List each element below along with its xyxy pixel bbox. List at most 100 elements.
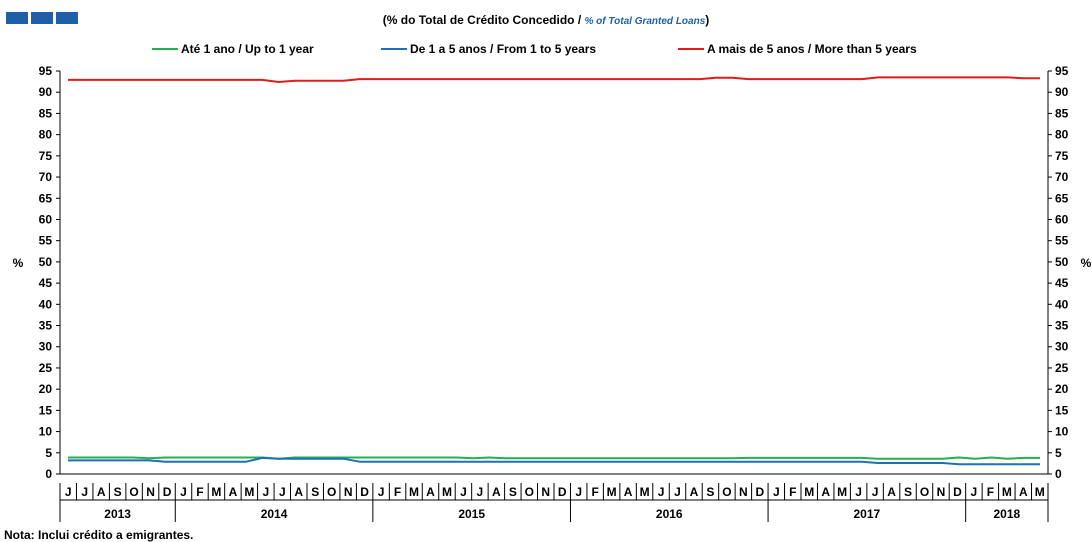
x-tick-label: A — [426, 485, 435, 499]
y-tick-label-left: 55 — [39, 234, 53, 248]
y-tick-label-right: 80 — [1055, 128, 1069, 142]
footnote: Nota: Inclui crédito a emigrantes. — [4, 528, 194, 542]
y-tick-label-left: 20 — [39, 382, 53, 396]
y-tick-label-right: 5 — [1055, 446, 1062, 460]
x-tick-label: M — [1035, 485, 1045, 499]
x-tick-label: D — [755, 485, 764, 499]
x-tick-label: M — [211, 485, 221, 499]
y-tick-label-left: 35 — [39, 319, 53, 333]
x-tick-label: M — [804, 485, 814, 499]
y-tick-label-left: 85 — [39, 106, 53, 120]
y-tick-label-left: 75 — [39, 149, 53, 163]
x-tick-label: J — [855, 485, 862, 499]
x-tick-label: A — [821, 485, 830, 499]
y-tick-label-left: 95 — [39, 64, 53, 78]
x-tick-label: J — [81, 485, 88, 499]
y-tick-label-left: 15 — [39, 403, 53, 417]
y-tick-label-left: 5 — [45, 446, 52, 460]
y-tick-label-right: 10 — [1055, 425, 1069, 439]
year-label: 2015 — [458, 507, 485, 521]
year-label: 2014 — [261, 507, 288, 521]
x-tick-label: J — [575, 485, 582, 499]
y-tick-label-right: 50 — [1055, 255, 1069, 269]
x-tick-label: S — [904, 485, 912, 499]
y-tick-label-left: 10 — [39, 425, 53, 439]
x-tick-label: S — [114, 485, 122, 499]
logo — [6, 12, 78, 24]
x-tick-label: M — [1002, 485, 1012, 499]
x-tick-label: O — [525, 485, 534, 499]
x-tick-label: F — [591, 485, 598, 499]
x-tick-label: M — [244, 485, 254, 499]
x-tick-label: O — [129, 485, 138, 499]
x-tick-label: D — [163, 485, 172, 499]
y-tick-label-left: 50 — [39, 255, 53, 269]
x-tick-label: M — [607, 485, 617, 499]
y-tick-label-left: 70 — [39, 170, 53, 184]
x-tick-label: M — [640, 485, 650, 499]
year-label: 2017 — [854, 507, 881, 521]
y-tick-label-right: 35 — [1055, 319, 1069, 333]
x-tick-label: D — [953, 485, 962, 499]
y-tick-label-right: 30 — [1055, 340, 1069, 354]
series-line-1 — [68, 456, 1040, 460]
x-tick-label: M — [442, 485, 452, 499]
y-tick-label-left: 0 — [45, 467, 52, 481]
y-tick-label-left: 25 — [39, 361, 53, 375]
y-tick-label-left: 60 — [39, 212, 53, 226]
y-tick-label-right: 55 — [1055, 234, 1069, 248]
y-tick-label-right: 45 — [1055, 276, 1069, 290]
legend-label-1: Até 1 ano / Up to 1 year — [181, 42, 314, 56]
x-tick-label: A — [624, 485, 633, 499]
x-tick-label: J — [279, 485, 286, 499]
x-tick-label: F — [196, 485, 203, 499]
x-tick-label: J — [477, 485, 484, 499]
y-tick-label-right: 15 — [1055, 403, 1069, 417]
series-line-2 — [68, 456, 1040, 466]
x-tick-label: J — [180, 485, 187, 499]
legend-label-3: A mais de 5 anos / More than 5 years — [707, 42, 917, 56]
x-tick-label: A — [229, 485, 238, 499]
y-tick-label-right: 20 — [1055, 382, 1069, 396]
x-tick-label: F — [789, 485, 796, 499]
x-tick-label: S — [706, 485, 714, 499]
y-tick-label-left: 30 — [39, 340, 53, 354]
x-tick-label: O — [722, 485, 731, 499]
x-tick-label: M — [837, 485, 847, 499]
x-tick-label: J — [262, 485, 269, 499]
y-tick-label-left: 45 — [39, 276, 53, 290]
x-tick-label: N — [937, 485, 946, 499]
y-tick-label-right: 25 — [1055, 361, 1069, 375]
x-tick-label: J — [658, 485, 665, 499]
x-tick-label: A — [97, 485, 106, 499]
legend-label-2: De 1 a 5 anos / From 1 to 5 years — [410, 42, 596, 56]
x-tick-label: M — [409, 485, 419, 499]
y-axis-label-right: % — [1081, 256, 1092, 270]
y-tick-label-right: 65 — [1055, 191, 1069, 205]
y-tick-label-right: 0 — [1055, 467, 1062, 481]
x-tick-label: D — [360, 485, 369, 499]
y-tick-label-right: 95 — [1055, 64, 1069, 78]
x-tick-label: J — [65, 485, 72, 499]
year-label: 2018 — [993, 507, 1020, 521]
x-tick-label: N — [541, 485, 550, 499]
x-tick-label: J — [460, 485, 467, 499]
y-tick-label-right: 70 — [1055, 170, 1069, 184]
chart-subtitle: (% do Total de Crédito Concedido / % of … — [382, 13, 710, 27]
y-tick-label-right: 40 — [1055, 297, 1069, 311]
y-tick-label-right: 75 — [1055, 149, 1069, 163]
y-tick-label-left: 65 — [39, 191, 53, 205]
x-tick-label: J — [971, 485, 978, 499]
x-tick-label: J — [773, 485, 780, 499]
y-tick-label-right: 85 — [1055, 106, 1069, 120]
x-tick-label: J — [872, 485, 879, 499]
x-tick-label: N — [146, 485, 155, 499]
series-line-3 — [68, 76, 1040, 83]
year-label: 2013 — [104, 507, 131, 521]
x-tick-label: O — [327, 485, 336, 499]
x-tick-label: A — [492, 485, 501, 499]
x-tick-label: F — [394, 485, 401, 499]
x-tick-label: S — [311, 485, 319, 499]
y-tick-label-left: 90 — [39, 85, 53, 99]
x-tick-label: J — [674, 485, 681, 499]
